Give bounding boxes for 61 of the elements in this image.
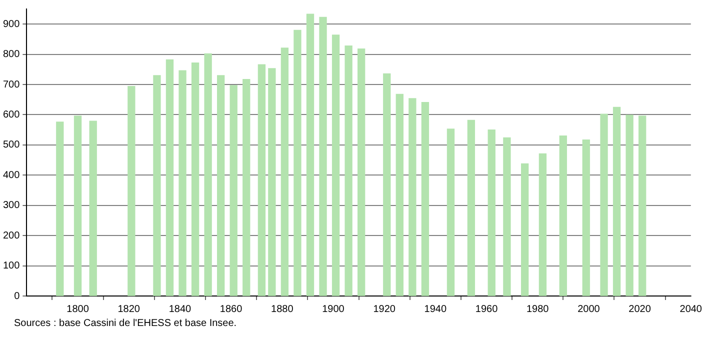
bar — [521, 163, 529, 296]
bar — [258, 64, 266, 296]
bar — [408, 98, 416, 296]
bar — [582, 139, 590, 296]
x-tick-label: 1880 — [271, 304, 294, 315]
x-tick-label: 1920 — [373, 304, 396, 315]
bar — [488, 130, 496, 296]
bar — [242, 79, 250, 296]
x-tick-label: 1860 — [220, 304, 243, 315]
bar — [358, 48, 366, 296]
bar — [128, 86, 136, 296]
bar — [600, 114, 608, 296]
y-tick-label: 700 — [2, 79, 20, 90]
bar — [191, 62, 200, 296]
bar — [153, 75, 161, 296]
bar — [319, 16, 327, 296]
bar — [446, 128, 455, 296]
y-tick-label: 0 — [14, 290, 20, 302]
bar — [230, 85, 238, 296]
bar — [638, 116, 646, 296]
x-tick-label: 1820 — [118, 304, 140, 315]
y-tick-label: 200 — [2, 230, 20, 242]
bar — [217, 75, 225, 296]
bar — [344, 46, 352, 296]
y-tick-label: 100 — [2, 260, 20, 272]
bar — [626, 114, 634, 296]
y-tick-label: 600 — [2, 109, 20, 120]
bar — [467, 120, 476, 296]
bar — [421, 102, 430, 296]
x-tick-label: 1960 — [475, 304, 498, 315]
y-tick-label: 300 — [2, 200, 20, 212]
bar — [204, 53, 212, 296]
y-tick-label: 800 — [2, 49, 20, 60]
bar — [612, 106, 621, 296]
x-tick-label: 1940 — [424, 304, 447, 315]
bar — [89, 120, 97, 296]
bar — [74, 116, 82, 296]
bar — [396, 94, 404, 296]
bar — [559, 136, 567, 296]
y-tick-label: 400 — [2, 170, 20, 181]
bar — [294, 30, 302, 296]
bar — [166, 59, 174, 296]
bar — [56, 122, 64, 296]
y-tick-label: 500 — [2, 140, 20, 151]
x-tick-label: 1900 — [322, 304, 345, 315]
x-tick-label: 2020 — [628, 304, 652, 315]
x-tick-label: 1840 — [168, 304, 192, 315]
bar — [332, 34, 340, 296]
bar — [538, 153, 547, 296]
y-tick-label: 900 — [2, 18, 20, 30]
x-tick-label: 1800 — [66, 304, 90, 315]
bar — [503, 137, 511, 296]
bar — [383, 73, 391, 296]
bar — [268, 68, 276, 296]
bar — [280, 48, 289, 296]
x-tick-label: 2040 — [680, 304, 702, 315]
bar — [178, 70, 186, 296]
bar — [306, 14, 314, 296]
x-tick-label: 1980 — [526, 304, 550, 315]
x-tick-label: 2000 — [578, 304, 600, 315]
source-note: Sources : base Cassini de l'EHESS et base Insee. — [14, 318, 238, 329]
